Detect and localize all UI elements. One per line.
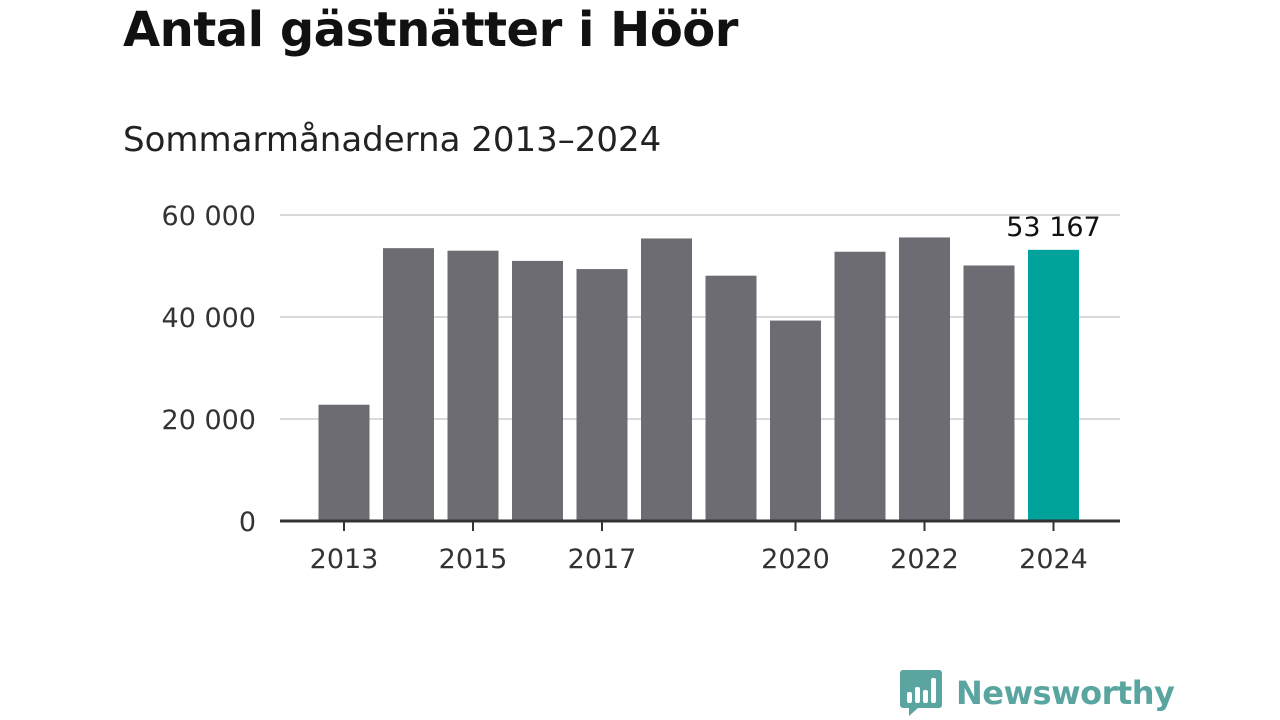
x-tick-label: 2017 xyxy=(568,544,637,575)
chart-title: Antal gästnätter i Höör xyxy=(123,2,738,58)
bar-2016 xyxy=(512,260,563,521)
data-labels: 53 167 xyxy=(1006,212,1100,243)
axes: 0 20 000 40 000 60 000 2013 2015 2017 2020 2022 2… xyxy=(162,201,1120,575)
bar-2021 xyxy=(834,251,886,521)
bar-2022 xyxy=(899,237,950,521)
bar-2020 xyxy=(770,320,821,521)
bar-2013 xyxy=(318,404,370,521)
y-tick-label: 0 xyxy=(239,507,256,538)
x-tick-label: 2022 xyxy=(890,544,959,575)
chart-subtitle: Sommarmånaderna 2013–2024 xyxy=(123,120,662,160)
y-tick-label: 20 000 xyxy=(162,405,256,436)
bar-2014 xyxy=(383,248,434,521)
bar-2017 xyxy=(576,269,628,521)
x-tick-label: 2015 xyxy=(439,544,508,575)
x-tick-label: 2013 xyxy=(310,544,379,575)
bar-2023 xyxy=(963,265,1015,521)
y-tick-label: 40 000 xyxy=(162,303,256,334)
newsworthy-logo-text: Newsworthy xyxy=(956,674,1175,712)
bar-2018 xyxy=(641,238,692,521)
x-tick-label: 2020 xyxy=(761,544,830,575)
bars xyxy=(318,237,1079,521)
newsworthy-logo: Newsworthy xyxy=(900,670,1175,716)
bar-2019 xyxy=(705,275,757,521)
y-tick-label: 60 000 xyxy=(162,201,256,232)
bar-2015 xyxy=(447,250,499,521)
newsworthy-logo-icon xyxy=(900,670,942,716)
x-tick-label: 2024 xyxy=(1019,544,1088,575)
bar-2024 xyxy=(1028,249,1079,521)
data-label: 53 167 xyxy=(1006,212,1100,243)
